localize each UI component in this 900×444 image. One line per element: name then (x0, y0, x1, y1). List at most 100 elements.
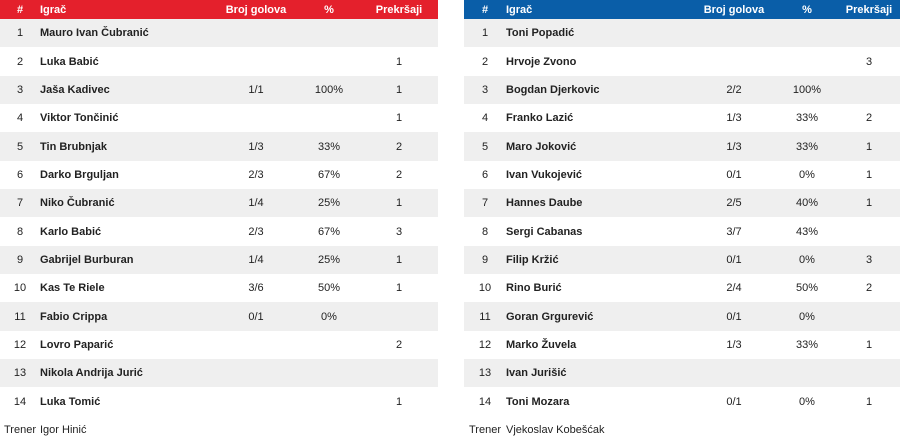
table-row: 11 Fabio Crippa 0/1 0% (0, 302, 438, 331)
player-fouls: 1 (838, 132, 900, 161)
player-goals: 0/1 (214, 302, 298, 331)
player-number: 2 (464, 47, 506, 76)
table-row: 4 Franko Lazić 1/3 33% 2 (464, 104, 900, 133)
player-goals: 2/3 (214, 160, 298, 190)
player-goals: 1/3 (692, 104, 776, 133)
player-percent: 0% (776, 387, 838, 416)
player-fouls (838, 19, 900, 48)
header-player: Igrač (40, 0, 214, 19)
player-goals: 2/3 (214, 217, 298, 246)
table-row: 8 Karlo Babić 2/3 67% 3 (0, 217, 438, 246)
player-number: 6 (464, 160, 506, 190)
player-fouls (838, 217, 900, 246)
player-name: Franko Lazić (506, 104, 692, 133)
player-name: Tin Brubnjak (40, 132, 214, 161)
player-goals (692, 359, 776, 388)
table-row: 6 Darko Brguljan 2/3 67% 2 (0, 160, 438, 190)
table-row: 12 Marko Žuvela 1/3 33% 1 (464, 330, 900, 360)
player-fouls (360, 302, 438, 331)
coach-row: Trener Igor Hinić (0, 415, 438, 444)
header-percent: % (298, 0, 360, 19)
player-fouls (360, 19, 438, 48)
player-name: Luka Tomić (40, 387, 214, 416)
player-goals: 0/1 (692, 160, 776, 190)
player-percent (298, 104, 360, 133)
player-goals: 0/1 (692, 387, 776, 416)
player-fouls: 3 (360, 217, 438, 246)
table-row: 13 Ivan Jurišić (464, 359, 900, 388)
home-stats-table: # Igrač Broj golova % Prekršaji 1 Mauro I… (0, 0, 438, 444)
table-row: 1 Toni Popadić (464, 19, 900, 48)
player-goals: 1/4 (214, 189, 298, 218)
player-name: Darko Brguljan (40, 160, 214, 190)
player-fouls: 1 (838, 189, 900, 218)
player-percent: 0% (298, 302, 360, 331)
table-row: 3 Bogdan Djerkovic 2/2 100% (464, 75, 900, 105)
player-percent: 0% (776, 302, 838, 331)
player-number: 9 (0, 245, 40, 275)
player-goals: 3/6 (214, 274, 298, 303)
table-row: 10 Kas Te Riele 3/6 50% 1 (0, 274, 438, 303)
player-goals (692, 19, 776, 48)
player-percent: 33% (298, 132, 360, 161)
table-row: 7 Hannes Daube 2/5 40% 1 (464, 189, 900, 218)
player-name: Gabrijel Burburan (40, 245, 214, 275)
player-number: 7 (464, 189, 506, 218)
table-row: 6 Ivan Vukojević 0/1 0% 1 (464, 160, 900, 190)
table-row: 2 Luka Babić 1 (0, 47, 438, 76)
player-goals: 0/1 (692, 302, 776, 331)
table-row: 10 Rino Burić 2/4 50% 2 (464, 274, 900, 303)
player-percent: 67% (298, 160, 360, 190)
player-number: 13 (464, 359, 506, 388)
player-number: 11 (0, 302, 40, 331)
player-percent: 25% (298, 189, 360, 218)
player-name: Ivan Vukojević (506, 160, 692, 190)
player-fouls: 1 (838, 160, 900, 190)
home-table-header: # Igrač Broj golova % Prekršaji (0, 0, 438, 19)
player-goals: 2/2 (692, 75, 776, 105)
away-table-header: # Igrač Broj golova % Prekršaji (464, 0, 900, 19)
coach-row: Trener Vjekoslav Kobešćak (464, 415, 900, 444)
player-name: Marko Žuvela (506, 330, 692, 360)
player-goals: 3/7 (692, 217, 776, 246)
player-name: Toni Mozara (506, 387, 692, 416)
player-number: 10 (0, 274, 40, 303)
player-name: Bogdan Djerkovic (506, 75, 692, 105)
player-name: Kas Te Riele (40, 274, 214, 303)
player-name: Viktor Tončinić (40, 104, 214, 133)
player-name: Luka Babić (40, 47, 214, 76)
coach-label: Trener (464, 415, 506, 444)
coach-name: Vjekoslav Kobešćak (506, 415, 900, 444)
player-number: 6 (0, 160, 40, 190)
player-name: Toni Popadić (506, 19, 692, 48)
table-row: 9 Gabrijel Burburan 1/4 25% 1 (0, 245, 438, 275)
player-fouls: 1 (360, 245, 438, 275)
player-name: Rino Burić (506, 274, 692, 303)
player-fouls (838, 75, 900, 105)
player-percent: 33% (776, 330, 838, 360)
table-row: 14 Luka Tomić 1 (0, 387, 438, 416)
player-number: 8 (0, 217, 40, 246)
player-percent (776, 47, 838, 76)
player-goals (214, 330, 298, 360)
player-fouls: 1 (838, 387, 900, 416)
player-fouls: 2 (360, 160, 438, 190)
player-number: 11 (464, 302, 506, 331)
player-number: 12 (464, 330, 506, 360)
player-percent: 25% (298, 245, 360, 275)
player-percent: 0% (776, 245, 838, 275)
player-percent (298, 387, 360, 416)
player-percent: 33% (776, 104, 838, 133)
player-fouls: 1 (360, 387, 438, 416)
header-fouls: Prekršaji (838, 0, 900, 19)
player-goals: 2/5 (692, 189, 776, 218)
away-stats-table: # Igrač Broj golova % Prekršaji 1 Toni Po… (464, 0, 900, 444)
home-team-stats-table: # Igrač Broj golova % Prekršaji 1 Mauro I… (0, 0, 438, 444)
player-fouls: 3 (838, 245, 900, 275)
player-percent: 40% (776, 189, 838, 218)
player-goals (692, 47, 776, 76)
player-goals: 1/3 (692, 132, 776, 161)
player-name: Ivan Jurišić (506, 359, 692, 388)
player-goals: 1/3 (692, 330, 776, 360)
header-number: # (0, 0, 40, 19)
